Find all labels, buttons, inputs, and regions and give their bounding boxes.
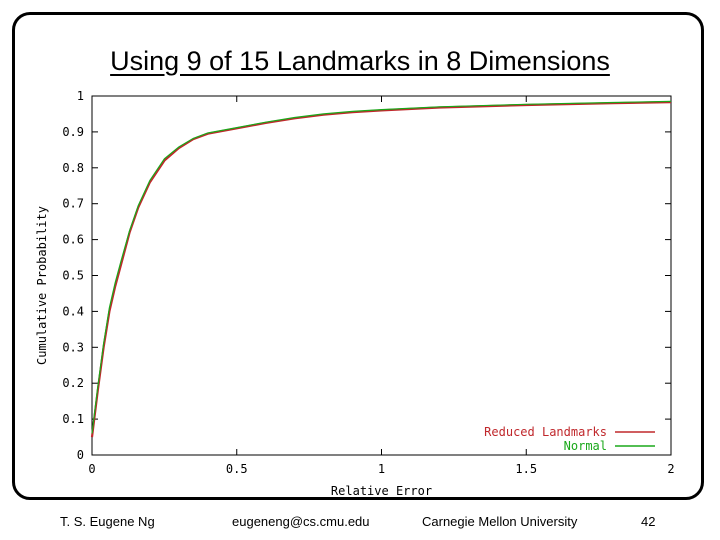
y-tick-label: 0.9 xyxy=(62,125,84,139)
y-tick-label: 0.2 xyxy=(62,376,84,390)
y-tick-label: 0.8 xyxy=(62,161,84,175)
footer-author: T. S. Eugene Ng xyxy=(60,514,155,529)
y-tick-label: 0.4 xyxy=(62,304,84,318)
plot-frame xyxy=(91,95,672,456)
legend-label: Reduced Landmarks xyxy=(484,425,607,439)
y-axis-label: Cumulative Probability xyxy=(35,206,49,365)
y-tick-label: 0.7 xyxy=(62,197,84,211)
slide-title-text: Using 9 of 15 Landmarks in 8 Dimensions xyxy=(110,46,610,76)
slide-frame xyxy=(12,12,704,500)
y-tick-label: 0.3 xyxy=(62,340,84,354)
series-line-1 xyxy=(91,100,672,434)
series-line-0 xyxy=(90,101,672,438)
footer-page-number: 42 xyxy=(641,514,656,529)
x-tick-label: 1 xyxy=(378,462,385,476)
y-tick-label: 0.1 xyxy=(62,412,84,426)
legend-label: Normal xyxy=(564,439,607,453)
x-tick-label: 1.5 xyxy=(515,462,537,476)
y-tick-label: 0.5 xyxy=(62,269,84,283)
series-lines xyxy=(90,100,672,438)
x-tick-label: 2 xyxy=(667,462,674,476)
axis-ticks: 0 0.1 0.2 0.3 0.4 0.5 0.6 0.7 0.8 0.9 1 0 0.5 1 1.5 2 xyxy=(62,89,674,476)
x-tick-label: 0 xyxy=(88,462,95,476)
x-axis-label: Relative Error xyxy=(331,484,432,498)
y-tick-label: 1 xyxy=(77,89,84,103)
x-tick-label: 0.5 xyxy=(226,462,248,476)
footer-email: eugeneng@cs.cmu.edu xyxy=(232,514,370,529)
y-tick-label: 0.6 xyxy=(62,233,84,247)
y-tick-label: 0 xyxy=(77,448,84,462)
slide-title: Using 9 of 15 Landmarks in 8 Dimensions xyxy=(0,46,720,77)
footer-university: Carnegie Mellon University xyxy=(422,514,578,529)
